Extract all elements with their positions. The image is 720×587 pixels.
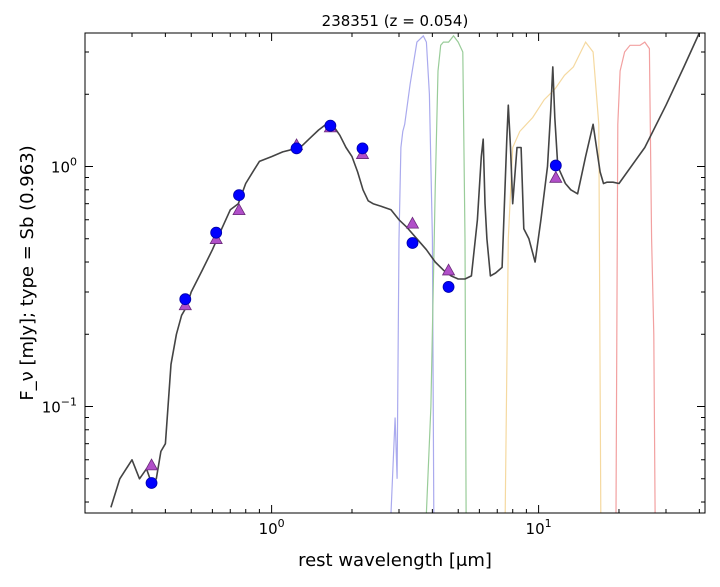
model-photometry-point xyxy=(549,170,563,183)
model-photometry-point xyxy=(441,263,456,276)
chart-title: 238351 (z = 0.054) xyxy=(322,12,469,30)
model-photometry-point xyxy=(144,458,159,471)
y-tick-label: 10−1 xyxy=(42,396,77,417)
observed-point xyxy=(442,281,455,293)
observed-point xyxy=(406,237,419,249)
plot-frame xyxy=(84,32,706,514)
observed-point xyxy=(179,293,192,306)
observed-point xyxy=(549,159,562,172)
observed-point xyxy=(290,142,303,155)
model-photometry-point xyxy=(232,202,246,216)
plot-area xyxy=(110,33,701,513)
observed-point xyxy=(145,477,158,489)
model-photometry-point xyxy=(405,216,420,229)
x-tick-label: 100 xyxy=(259,517,285,538)
x-axis-label: rest wavelength [μm] xyxy=(298,550,492,571)
filter-curve-1 xyxy=(425,34,467,513)
y-tick-label: 100 xyxy=(51,156,77,177)
observed-point xyxy=(356,142,369,155)
x-tick-label: 101 xyxy=(526,517,552,538)
axis-ticks xyxy=(84,33,705,513)
axis-tick-labels: 100 101 10−1 100 xyxy=(42,156,552,538)
filter-curve-3 xyxy=(615,41,656,513)
filter-curve-2 xyxy=(504,40,602,513)
observed-point xyxy=(233,189,245,202)
observed-point xyxy=(324,119,337,132)
y-axis-label: F_ν [mJy]; type = Sb (0.963) xyxy=(17,145,38,400)
observed-point xyxy=(210,226,223,239)
filter-curve-0 xyxy=(390,34,435,513)
model-sed-line xyxy=(110,33,701,508)
